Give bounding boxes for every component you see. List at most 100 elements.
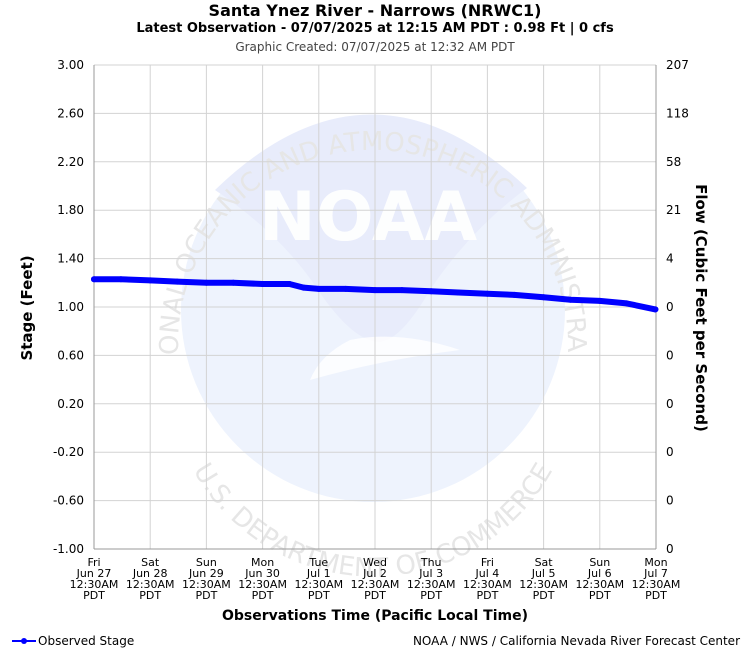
y-tick-label: 2.20 xyxy=(57,155,84,169)
x-tick-line: 12:30AM xyxy=(519,578,568,591)
x-tick-line: Wed xyxy=(363,556,387,569)
y-tick-label: 1.80 xyxy=(57,203,84,217)
x-tick-line: 12:30AM xyxy=(632,578,681,591)
x-tick-line: PDT xyxy=(645,589,667,602)
y-tick-label: -0.60 xyxy=(53,494,84,508)
x-tick-line: Thu xyxy=(420,556,442,569)
data-point xyxy=(455,289,462,296)
data-point xyxy=(372,287,378,294)
x-tick-line: Jun 29 xyxy=(188,567,224,580)
data-point xyxy=(596,297,603,304)
y2-tick-label: 21 xyxy=(666,203,681,217)
legend: Observed Stage xyxy=(12,634,134,648)
data-point xyxy=(174,278,181,285)
legend-label-observed-stage: Observed Stage xyxy=(38,634,135,648)
x-tick-line: Jul 1 xyxy=(306,567,331,580)
data-point xyxy=(567,296,574,303)
x-tick-line: PDT xyxy=(533,589,555,602)
x-tick-line: PDT xyxy=(476,589,498,602)
x-tick-line: Tue xyxy=(308,556,328,569)
x-tick-line: Jul 2 xyxy=(362,567,387,580)
latest-observation: Latest Observation - 07/07/2025 at 12:15… xyxy=(136,21,614,36)
footer-credit: NOAA / NWS / California Nevada River For… xyxy=(412,634,740,648)
x-tick-line: PDT xyxy=(420,589,442,602)
data-point xyxy=(484,290,491,297)
x-tick-line: 12:30AM xyxy=(294,578,343,591)
data-point xyxy=(315,285,322,292)
x-tick-line: Jul 4 xyxy=(475,567,500,580)
data-point xyxy=(286,281,293,287)
y-axis-label: Stage (Feet) xyxy=(18,255,36,360)
x-tick-line: PDT xyxy=(589,589,611,602)
legend-swatch-observed-stage xyxy=(12,634,36,648)
y-tick-label: 3.00 xyxy=(57,58,84,72)
x-tick-line: PDT xyxy=(308,589,330,602)
data-point xyxy=(147,277,154,284)
y2-axis-label: Flow (Cubic Feet per Second) xyxy=(692,184,710,432)
y-tick-label: 2.60 xyxy=(57,106,84,120)
watermark-logo-text: NOAA xyxy=(259,178,478,257)
x-tick-line: Mon xyxy=(251,556,274,569)
x-tick-line: PDT xyxy=(252,589,274,602)
y-tick-label: 0.20 xyxy=(57,397,84,411)
x-tick-line: PDT xyxy=(83,589,105,602)
data-point xyxy=(203,279,210,286)
y-tick-label: -0.20 xyxy=(53,445,84,459)
y-tick-label: -1.00 xyxy=(53,542,84,556)
y2-tick-label: 207 xyxy=(666,58,689,72)
x-tick-line: Fri xyxy=(481,556,494,569)
x-tick-line: Mon xyxy=(644,556,667,569)
x-tick-line: Sat xyxy=(141,556,160,569)
data-point xyxy=(342,285,349,292)
graphic-created: Graphic Created: 07/07/2025 at 12:32 AM … xyxy=(235,40,515,54)
data-point xyxy=(230,279,237,286)
x-tick-line: Jun 30 xyxy=(244,567,280,580)
x-tick-line: 12:30AM xyxy=(126,578,175,591)
x-tick-line: PDT xyxy=(195,589,217,602)
x-tick-line: 12:30AM xyxy=(238,578,287,591)
x-tick-line: Jul 7 xyxy=(643,567,668,580)
x-tick-line: 12:30AM xyxy=(70,578,119,591)
y2-tick-label: 0 xyxy=(666,397,674,411)
y2-tick-label: 0 xyxy=(666,542,674,556)
x-tick-line: Sun xyxy=(196,556,217,569)
left-axis-ticks: 3.00 2.60 2.20 1.80 1.40 1.00 0.60 0.20 -0.20 -0.… xyxy=(53,58,84,556)
x-tick-line: PDT xyxy=(364,589,386,602)
data-point xyxy=(428,288,435,295)
x-tick-line: 12:30AM xyxy=(351,578,400,591)
x-tick-line: Jul 5 xyxy=(531,567,556,580)
x-tick-line: Jul 6 xyxy=(587,567,612,580)
x-tick-line: Sat xyxy=(535,556,554,569)
series-layer xyxy=(91,276,659,313)
data-point xyxy=(117,276,124,283)
x-tick-line: 12:30AM xyxy=(463,578,512,591)
y2-tick-label: 0 xyxy=(666,300,674,314)
series-line-observed-stage xyxy=(91,276,659,313)
x-tick-line: Jun 28 xyxy=(132,567,168,580)
data-point xyxy=(511,291,518,298)
x-tick-line: Jul 3 xyxy=(418,567,443,580)
x-tick-line: Jun 27 xyxy=(76,567,112,580)
y-tick-label: 1.00 xyxy=(57,300,84,314)
y2-tick-label: 0 xyxy=(666,494,674,508)
watermark-wave xyxy=(310,336,460,380)
y2-tick-label: 4 xyxy=(666,252,674,266)
x-tick-line: 12:30AM xyxy=(407,578,456,591)
x-tick-line: 12:30AM xyxy=(575,578,624,591)
y-tick-label: 1.40 xyxy=(57,252,84,266)
data-point xyxy=(259,281,266,287)
y2-tick-label: 0 xyxy=(666,348,674,362)
data-point xyxy=(300,284,307,291)
